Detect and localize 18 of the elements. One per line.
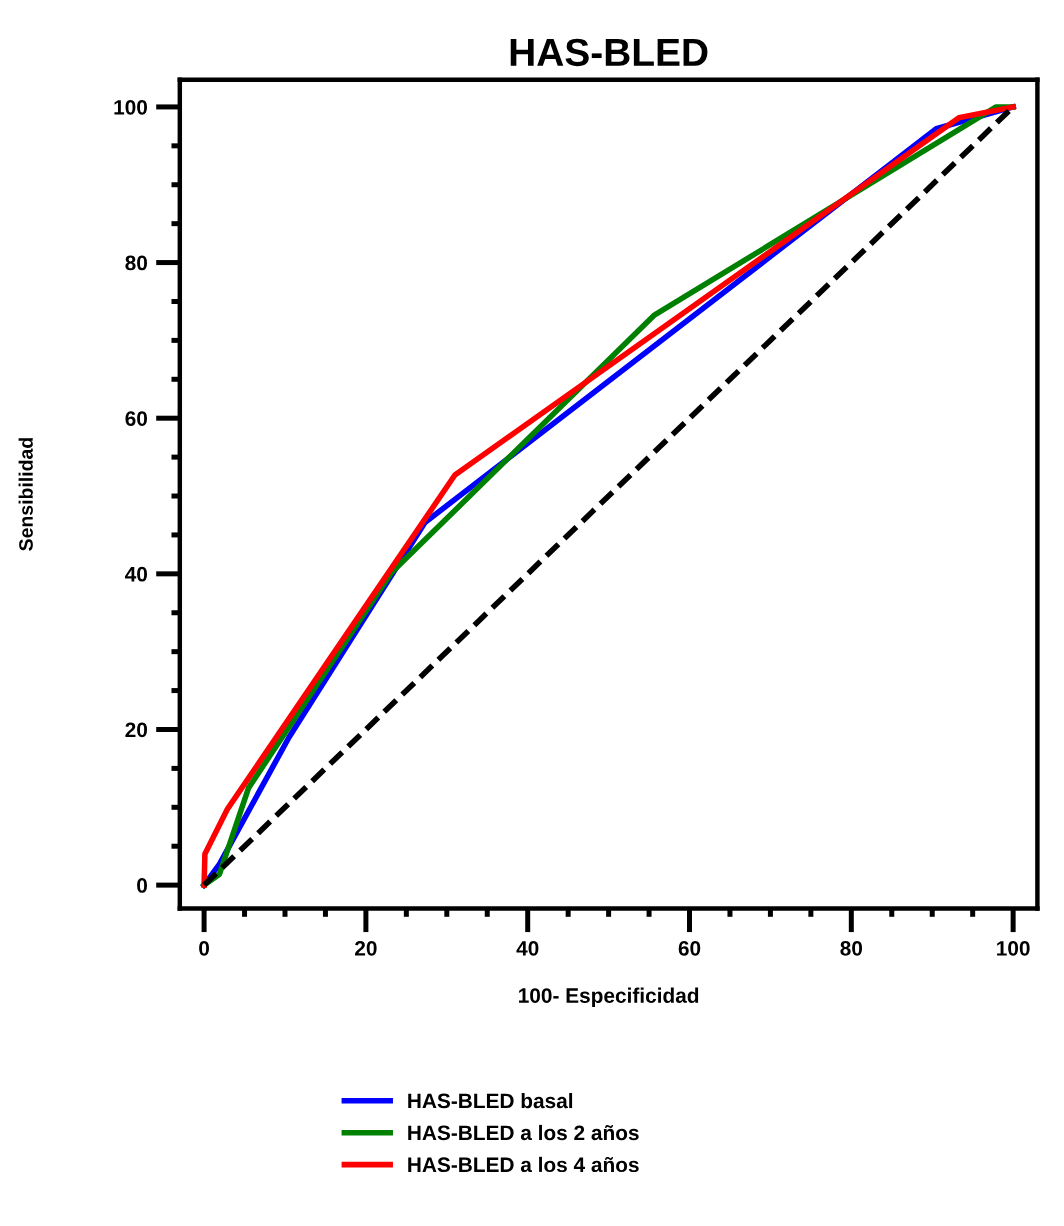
y-tick-label: 100 [114, 99, 148, 115]
x-axis-title: 100- Especificidad [519, 987, 699, 1008]
x-tick-label: 60 [678, 940, 701, 956]
y-tick-label: 20 [125, 722, 148, 738]
x-tick-label: 0 [199, 940, 210, 956]
chart-title: HAS-BLED [510, 38, 708, 67]
legend-label: HAS-BLED a los 2 años [408, 1124, 639, 1141]
legend-label: HAS-BLED basal [408, 1092, 573, 1109]
x-tick-label: 80 [840, 940, 863, 956]
legend-label: HAS-BLED a los 4 años [408, 1156, 639, 1173]
x-tick-label: 40 [516, 940, 539, 956]
y-tick-label: 60 [125, 411, 148, 426]
x-tick-label: 20 [355, 940, 377, 956]
y-tick-label: 80 [125, 255, 148, 271]
y-tick-label: 40 [125, 566, 148, 582]
y-axis-title: Sensibilidad [18, 438, 33, 551]
y-tick-label: 0 [137, 878, 148, 893]
x-tick-label: 100 [997, 940, 1030, 956]
